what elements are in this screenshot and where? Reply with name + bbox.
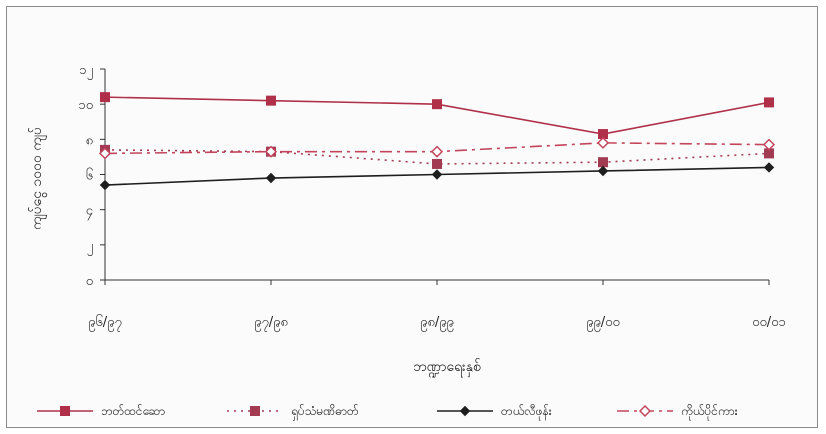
series-point	[265, 172, 277, 184]
legend-marker	[250, 406, 260, 416]
series-4	[98, 136, 776, 160]
series-point	[763, 162, 775, 173]
series-point	[100, 92, 110, 103]
series-point	[432, 99, 442, 110]
legend-label: တယ်လီဖုန်း	[501, 403, 552, 421]
series-layer	[98, 92, 776, 191]
y-tick-label: ၁၂	[79, 63, 93, 80]
series-point	[598, 157, 608, 168]
x-axis-title: ဘဏ္ဍာရေးနှစ်	[413, 359, 481, 377]
series-point	[762, 138, 776, 151]
chart-figure: ၀ ၂ ၄ ၆ ၈ ၁၀ ၁၂၉၆/၉၇ ၉၇/၉၈ ၉၈/၉၉ ၉၉/၀၀ ၀၀/၀၁ ဘဏ္ဍာ…	[6, 6, 818, 428]
y-axis-title: ကျပ်ငွေ ၁၀၀၀ ကျပ်	[29, 127, 47, 230]
series-point	[99, 179, 111, 191]
series-point	[431, 169, 443, 180]
series-point	[430, 145, 444, 158]
legend-label: ကိုယ်ပိုင်ကား	[681, 403, 738, 421]
series-3	[99, 162, 775, 191]
x-tick-label: ၀၀/၀၁	[752, 315, 786, 330]
series-point	[597, 165, 609, 177]
legend-label: ရှပ်သံမဏိဓာတ်	[291, 403, 359, 421]
x-tick-label: ၉၇/၉၈	[254, 315, 288, 332]
x-tick-label: ၉၈/၉၉	[420, 315, 454, 332]
legend-marker	[459, 405, 471, 417]
y-tick-label: ၀	[86, 274, 93, 289]
series-point	[596, 136, 610, 149]
y-tick-label: ၁၀	[78, 98, 93, 113]
legend-marker	[60, 406, 70, 416]
series-1	[100, 92, 774, 140]
series-point	[266, 95, 276, 106]
y-tick-label: ၄	[86, 204, 94, 221]
legend-entry: ရှပ်သံမဏိဓာတ်	[227, 403, 359, 421]
series-point	[432, 158, 442, 169]
x-tick-label: ၉၉/၀၀	[586, 315, 620, 332]
series-point	[98, 147, 112, 160]
series-point	[264, 145, 278, 158]
y-tick-label: ၈	[86, 133, 93, 148]
y-tick-label: ၂	[87, 239, 93, 256]
legend-entry: ကိုယ်ပိုင်ကား	[617, 403, 738, 421]
x-tick-label: ၉၆/၉၇	[88, 314, 122, 332]
series-point	[764, 97, 774, 108]
legend-label: ဘတ်ထင်ဆော	[101, 403, 165, 418]
legend-marker	[638, 404, 652, 418]
series-line	[104, 149, 770, 165]
legend-entry: ဘတ်ထင်ဆော	[37, 403, 165, 418]
legend: ဘတ်ထင်ဆော ရှပ်သံမဏိဓာတ် တယ်လီဖုန်း ကိုယ်ပို…	[37, 403, 738, 421]
y-tick-label: ၆	[86, 168, 93, 184]
legend-entry: တယ်လီဖုန်း	[437, 403, 552, 421]
